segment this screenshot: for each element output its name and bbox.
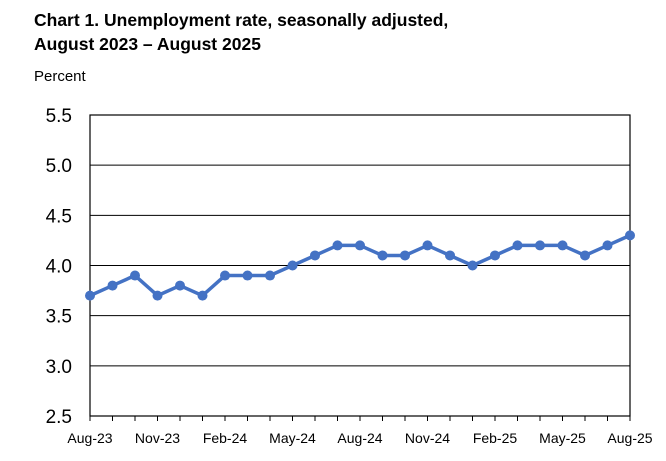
- y-tick-label: 3.0: [46, 357, 72, 378]
- data-point: [602, 240, 613, 251]
- data-point: [332, 240, 343, 251]
- data-point: [242, 270, 253, 281]
- chart-title-line1: Chart 1. Unemployment rate, seasonally a…: [34, 10, 449, 30]
- data-point: [265, 270, 275, 281]
- data-point: [467, 260, 478, 271]
- data-point: [355, 240, 365, 251]
- data-point: [400, 250, 410, 261]
- data-point: [197, 290, 208, 301]
- data-point: [85, 290, 95, 301]
- x-tick-label: Nov-23: [135, 430, 180, 446]
- data-point: [490, 250, 500, 261]
- x-tick-label: Feb-25: [473, 430, 518, 446]
- data-point: [422, 240, 433, 251]
- y-tick-label: 4.5: [46, 206, 72, 227]
- x-tick-label: May-25: [539, 430, 586, 446]
- x-tick-label: Feb-24: [203, 430, 248, 446]
- data-point: [220, 270, 230, 281]
- y-tick-label: 3.5: [46, 307, 72, 328]
- x-tick-label: Nov-24: [405, 430, 450, 446]
- chart-title: Chart 1. Unemployment rate, seasonally a…: [34, 8, 448, 56]
- y-tick-label: 5.0: [46, 156, 72, 177]
- x-tick-label: Aug-23: [67, 430, 112, 446]
- data-point: [535, 240, 545, 251]
- x-tick-label: May-24: [269, 430, 316, 446]
- data-point: [152, 290, 163, 301]
- data-point: [445, 250, 455, 261]
- data-point: [512, 240, 523, 251]
- chart-title-line2: August 2023 – August 2025: [34, 34, 261, 54]
- data-point: [107, 280, 118, 291]
- data-point: [377, 250, 388, 261]
- y-tick-label: 5.5: [46, 106, 72, 127]
- data-point: [287, 260, 298, 271]
- y-tick-label: 4.0: [46, 257, 72, 278]
- data-point: [175, 280, 185, 291]
- data-point: [130, 270, 140, 281]
- data-point: [310, 250, 320, 261]
- x-tick-label: Aug-24: [337, 430, 382, 446]
- x-tick-label: Aug-25: [607, 430, 652, 446]
- y-tick-label: 2.5: [46, 407, 72, 428]
- data-point: [580, 250, 590, 261]
- y-axis-label: Percent: [34, 68, 86, 85]
- data-point: [557, 240, 568, 251]
- data-point: [625, 230, 635, 241]
